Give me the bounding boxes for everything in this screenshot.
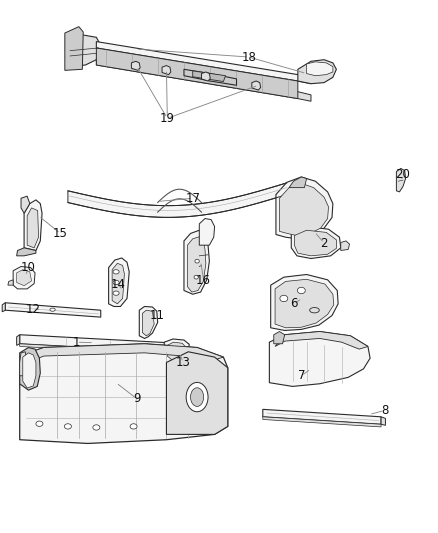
Ellipse shape	[93, 425, 100, 430]
Polygon shape	[271, 274, 338, 330]
Polygon shape	[20, 335, 188, 353]
Polygon shape	[184, 69, 237, 85]
Ellipse shape	[191, 388, 204, 407]
Polygon shape	[193, 71, 226, 82]
Polygon shape	[20, 344, 228, 443]
Polygon shape	[289, 177, 307, 188]
Text: 10: 10	[21, 261, 36, 274]
Ellipse shape	[195, 260, 199, 263]
Polygon shape	[167, 342, 186, 361]
Polygon shape	[23, 353, 36, 388]
Polygon shape	[20, 352, 25, 376]
Polygon shape	[381, 417, 385, 425]
Text: 1: 1	[73, 336, 81, 349]
Polygon shape	[17, 248, 36, 256]
Text: 2: 2	[320, 237, 328, 249]
Polygon shape	[109, 258, 129, 306]
Polygon shape	[96, 59, 311, 101]
Text: 8: 8	[381, 404, 388, 417]
Polygon shape	[24, 200, 42, 251]
Text: 13: 13	[176, 356, 191, 369]
Polygon shape	[276, 177, 333, 239]
Text: 7: 7	[297, 369, 305, 382]
Polygon shape	[96, 42, 311, 84]
Text: 12: 12	[25, 303, 40, 316]
Text: 14: 14	[111, 278, 126, 290]
Text: 16: 16	[196, 274, 211, 287]
Polygon shape	[187, 237, 206, 292]
Ellipse shape	[297, 287, 305, 294]
Ellipse shape	[280, 295, 288, 302]
Polygon shape	[275, 332, 368, 349]
Ellipse shape	[113, 291, 119, 295]
Polygon shape	[294, 230, 336, 256]
Polygon shape	[341, 241, 350, 251]
Polygon shape	[27, 208, 39, 248]
Ellipse shape	[50, 308, 55, 311]
Text: 11: 11	[149, 309, 164, 322]
Text: 6: 6	[290, 297, 297, 310]
Polygon shape	[20, 344, 188, 356]
Polygon shape	[142, 310, 154, 336]
Polygon shape	[8, 280, 13, 285]
Ellipse shape	[130, 424, 137, 429]
Polygon shape	[201, 72, 210, 81]
Polygon shape	[298, 60, 336, 84]
Ellipse shape	[194, 275, 198, 279]
Polygon shape	[279, 183, 328, 236]
Ellipse shape	[310, 308, 319, 313]
Polygon shape	[13, 266, 35, 289]
Polygon shape	[112, 263, 124, 304]
Polygon shape	[275, 279, 334, 328]
Polygon shape	[96, 48, 298, 99]
Polygon shape	[65, 27, 83, 70]
Polygon shape	[28, 344, 223, 361]
Polygon shape	[263, 417, 381, 427]
Ellipse shape	[64, 424, 71, 429]
Polygon shape	[2, 303, 5, 312]
Text: 15: 15	[53, 227, 68, 240]
Polygon shape	[263, 409, 381, 424]
Polygon shape	[5, 303, 101, 317]
Ellipse shape	[36, 421, 43, 426]
Polygon shape	[20, 348, 40, 390]
Polygon shape	[68, 183, 287, 217]
Polygon shape	[21, 196, 30, 213]
Polygon shape	[162, 66, 171, 75]
Text: 17: 17	[185, 192, 200, 205]
Polygon shape	[17, 335, 20, 345]
Polygon shape	[166, 352, 228, 434]
Ellipse shape	[113, 280, 119, 285]
Polygon shape	[269, 332, 370, 386]
Polygon shape	[307, 62, 333, 76]
Polygon shape	[274, 332, 285, 344]
Polygon shape	[184, 230, 209, 294]
Text: 19: 19	[160, 112, 175, 125]
Polygon shape	[252, 81, 261, 90]
Text: 9: 9	[133, 392, 141, 405]
Polygon shape	[396, 168, 406, 192]
Text: 20: 20	[396, 168, 410, 181]
Polygon shape	[164, 339, 189, 364]
Polygon shape	[17, 270, 32, 286]
Polygon shape	[68, 35, 101, 67]
Polygon shape	[131, 61, 140, 70]
Text: 18: 18	[241, 51, 256, 63]
Polygon shape	[199, 219, 215, 245]
Ellipse shape	[186, 383, 208, 411]
Polygon shape	[139, 306, 158, 338]
Polygon shape	[291, 227, 341, 259]
Ellipse shape	[113, 270, 119, 274]
